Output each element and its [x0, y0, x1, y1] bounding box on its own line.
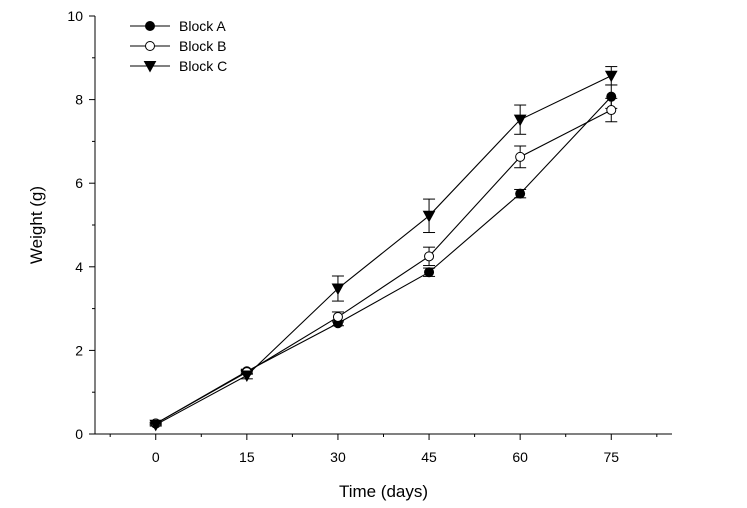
- series-line: [155, 96, 612, 425]
- series-line: [155, 75, 612, 426]
- point-marker: [240, 370, 254, 383]
- point-marker: [515, 188, 526, 199]
- legend-item: Block A: [130, 18, 226, 34]
- series-block-b: [149, 97, 618, 429]
- x-tick-label: 0: [152, 449, 160, 465]
- legend-item: Block C: [130, 58, 227, 74]
- legend-label: Block A: [179, 18, 226, 34]
- y-tick-label: 4: [75, 259, 83, 275]
- series-line: [155, 109, 612, 425]
- point-marker: [143, 61, 157, 73]
- point-marker: [149, 419, 163, 432]
- series-group: [149, 66, 618, 432]
- x-axis-title: Time (days): [339, 482, 428, 501]
- point-marker: [513, 114, 527, 127]
- x-tick-label: 75: [603, 449, 619, 465]
- y-axis-title: Weight (g): [27, 186, 46, 264]
- series-block-a: [149, 84, 618, 429]
- point-marker: [604, 70, 618, 83]
- series-block-c: [149, 66, 618, 432]
- y-tick-label: 0: [75, 426, 83, 442]
- point-marker: [145, 21, 155, 31]
- axes: 0 2 4 6 8 10 0 15 30 45 60 75: [67, 8, 672, 465]
- y-tick-label: 6: [75, 175, 83, 191]
- x-tick-label: 15: [239, 449, 255, 465]
- y-tick-label: 2: [75, 342, 83, 358]
- point-marker: [606, 105, 617, 116]
- y-tick-label: 8: [75, 92, 83, 108]
- legend-label: Block C: [179, 58, 227, 74]
- point-marker: [515, 151, 526, 162]
- point-marker: [332, 311, 343, 322]
- point-marker: [145, 41, 155, 51]
- x-tick-label: 45: [421, 449, 437, 465]
- point-marker: [422, 210, 436, 223]
- point-marker: [424, 267, 435, 278]
- x-tick-label: 30: [330, 449, 346, 465]
- legend: Block A Block B Block C: [130, 18, 227, 74]
- y-tick-label: 10: [67, 8, 83, 24]
- legend-label: Block B: [179, 38, 226, 54]
- legend-item: Block B: [130, 38, 226, 54]
- point-marker: [331, 283, 345, 296]
- point-marker: [424, 251, 435, 262]
- x-tick-label: 60: [512, 449, 528, 465]
